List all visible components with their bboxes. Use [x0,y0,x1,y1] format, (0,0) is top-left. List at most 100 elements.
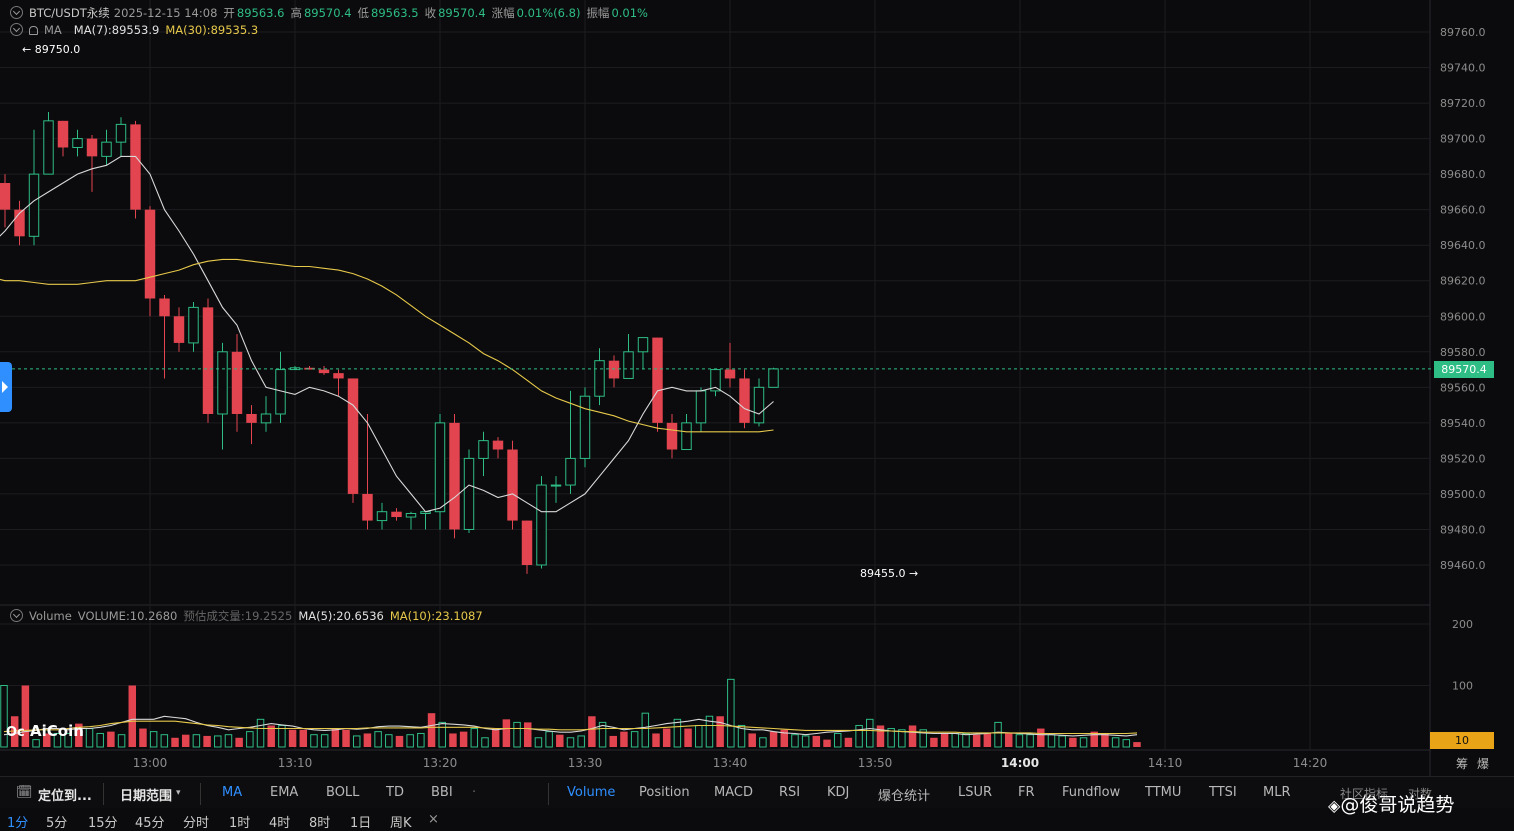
volume-bar [652,733,660,747]
locate-button[interactable]: 定位到... [38,789,92,804]
time-tick-label: 13:20 [423,756,458,770]
ind-liquidation[interactable]: 爆仓统计 [878,789,931,804]
volume-bar [855,724,863,748]
low-annotation: 89455.0 → [860,567,919,580]
volume-legend: Volume VOLUME:10.2680 预估成交量:19.2525 MA(5):2… [10,608,489,624]
volume-bar [705,715,714,748]
calendar-icon[interactable]: 🗓 [16,785,33,800]
tf-1h[interactable]: 1时 [229,816,251,831]
price-tick-label: 89640.0 [1440,239,1486,252]
volume-bar [566,737,575,748]
volume-bar [994,721,1002,748]
volume-bar [352,735,361,748]
candle-body [0,183,11,210]
tf-1d[interactable]: 1日 [350,816,372,831]
low-label: 低 [357,6,370,20]
watermark-text: @俊哥说趋势 [1340,794,1455,816]
overlay-ema[interactable]: EMA [270,785,299,800]
price-tick-label: 89500.0 [1440,488,1486,501]
volume-bar [513,721,521,748]
bell-icon[interactable] [29,26,38,35]
ind-position[interactable]: Position [639,785,690,800]
time-tick-label: 13:00 [133,756,168,770]
tf-15m[interactable]: 15分 [88,816,118,831]
ind-volume[interactable]: Volume [567,785,616,800]
overlay-boll[interactable]: BOLL [326,785,360,800]
price-tick-label: 89720.0 [1440,97,1486,110]
volume-bar [609,735,617,747]
volume-bar [374,731,382,748]
more-icon[interactable]: · [472,785,477,800]
volume-bar [1026,734,1034,748]
volume-bar [919,729,927,748]
candle-body [768,368,779,388]
ind-fr[interactable]: FR [1018,785,1035,800]
volume-bar [887,728,895,748]
close-icon[interactable]: × [428,812,439,827]
tf-1m[interactable]: 1分 [7,816,29,831]
candle-body [14,209,25,237]
volume-bar [748,733,756,747]
vol-ma5-line [3,715,1138,737]
volume-bar [149,731,158,748]
collapse-icon[interactable] [10,6,23,19]
open-value: 89563.6 [236,6,285,20]
date-range-button[interactable]: 日期范围 [120,789,173,804]
ind-mlr[interactable]: MLR [1263,785,1291,800]
volume-bar [160,734,169,748]
candle-body [333,373,344,379]
side-panel-handle[interactable] [0,362,12,412]
chevron-down-icon[interactable]: ▾ [176,788,181,798]
ma-lines [0,155,1434,513]
volume-bar [10,716,19,747]
volume-bar [267,725,275,747]
candle-body [304,367,315,370]
volume-bar [470,728,479,748]
candle-body [72,138,83,148]
log-toggle[interactable]: 对数 [1408,787,1433,801]
tf-4h[interactable]: 4时 [269,816,291,831]
volume-bar [577,735,585,748]
volume-bar [363,733,372,747]
ind-ttsi[interactable]: TTSI [1209,785,1237,800]
time-tick-label: 14:00 [1001,756,1039,770]
volume-bar [331,728,340,747]
tf-timeshare[interactable]: 分时 [183,816,210,831]
community-indicators[interactable]: 社区指标 [1340,787,1389,801]
candle-body [405,512,417,518]
candle-body [521,520,533,565]
collapse-icon[interactable] [10,23,23,36]
volume-bar [620,731,628,747]
time-tick-label: 13:40 [713,756,748,770]
tf-weekly[interactable]: 周K [390,816,412,831]
candle-body [217,351,228,415]
ind-rsi[interactable]: RSI [779,785,801,800]
ind-fundflow[interactable]: Fundflow [1062,785,1121,800]
price-tick-label: 89680.0 [1440,168,1486,181]
volume-bar [459,731,468,747]
tf-5m[interactable]: 5分 [46,816,68,831]
ind-lsur[interactable]: LSUR [958,785,993,800]
ind-kdj[interactable]: KDJ [827,785,850,800]
volume-bar [288,729,297,747]
candle-body [434,422,446,513]
overlay-ma[interactable]: MA [222,785,243,800]
est-volume: 预估成交量:19.2525 [183,609,293,623]
volume-bar [1015,734,1024,748]
ind-macd[interactable]: MACD [714,785,753,800]
chip-toggle[interactable]: 筹 [1456,757,1469,771]
timeframe-bar: 1分 5分 15分 45分 分时 1时 4时 8时 1日 周K × [0,808,1514,831]
ind-ttmu[interactable]: TTMU [1145,785,1182,800]
tf-45m[interactable]: 45分 [135,816,165,831]
burst-toggle[interactable]: 爆 [1477,757,1490,771]
candle-body [594,360,605,397]
candle-body [159,298,170,317]
tf-8h[interactable]: 8时 [309,816,331,831]
candle-body [478,440,489,459]
volume-bars [0,678,1141,748]
collapse-icon[interactable] [10,609,23,622]
overlay-bbi[interactable]: BBI [431,785,453,800]
overlay-td[interactable]: TD [386,785,404,800]
candle-body [507,449,518,521]
